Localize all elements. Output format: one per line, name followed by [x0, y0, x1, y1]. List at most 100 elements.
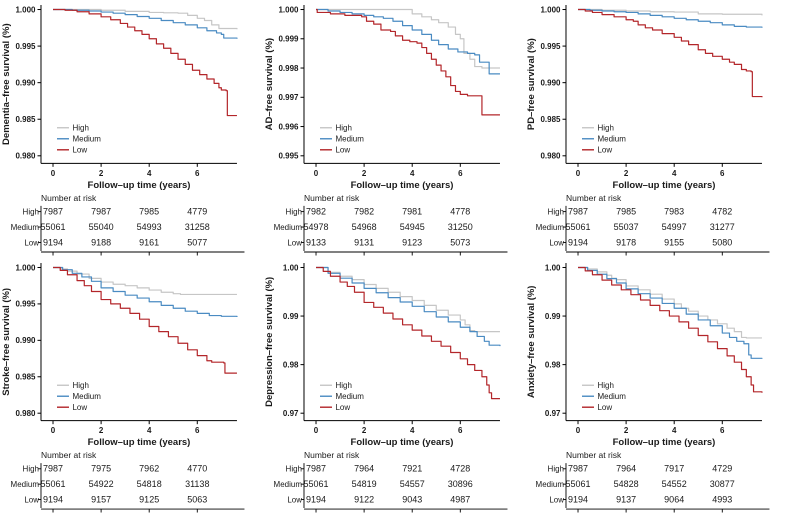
risk-value: 54828 [614, 479, 639, 489]
x-tick-label: 0 [576, 169, 581, 178]
risk-value: 4779 [187, 206, 207, 216]
risk-row-label-high: High [548, 207, 564, 216]
risk-value: 55040 [89, 222, 114, 232]
survival-curve-low [315, 266, 500, 400]
y-tick-label: 1.000 [15, 263, 36, 272]
x-tick-label: 6 [720, 426, 725, 435]
risk-value: 7975 [91, 464, 111, 474]
risk-value: 54997 [662, 222, 687, 232]
risk-row-label-low: Low [550, 495, 565, 504]
risk-value: 54818 [137, 479, 162, 489]
risk-value: 9043 [402, 494, 422, 504]
risk-value: 9157 [91, 494, 111, 504]
risk-value: 7962 [139, 464, 159, 474]
survival-curve-medium [53, 8, 238, 39]
risk-value: 7987 [43, 464, 63, 474]
risk-value: 31138 [185, 479, 209, 489]
risk-value: 9133 [306, 237, 326, 247]
x-axis-title: Follow–up time (years) [613, 437, 716, 448]
survival-curve-low [578, 266, 763, 393]
y-axis-title: Anxiety–free survival (%) [526, 286, 537, 399]
y-tick-label: 0.99 [283, 312, 299, 321]
risk-value: 54945 [399, 222, 424, 232]
x-tick-label: 4 [147, 426, 152, 435]
survival-plot-ad: 1.000 0.999 0.998 0.997 0.996 0.995 0 2 4 6 Follow… [264, 5, 508, 256]
risk-row-label-low: Low [287, 495, 302, 504]
panel-stroke: 1.000 0.995 0.990 0.985 0.980 0 2 4 6 Follow–up t… [0, 258, 263, 515]
x-tick-label: 6 [195, 426, 200, 435]
y-tick-label: 0.990 [15, 78, 36, 87]
y-tick-label: 0.98 [545, 360, 561, 369]
survival-plot-depression: 1.00 0.99 0.98 0.97 0 2 4 6 Follow–up time (year… [264, 262, 508, 513]
y-tick-label: 1.00 [545, 263, 561, 272]
risk-value: 54557 [399, 479, 424, 489]
risk-value: 30877 [710, 479, 735, 489]
risk-table-title: Number at risk [566, 450, 622, 460]
survival-curve-medium [578, 8, 763, 28]
y-tick-label: 0.985 [15, 373, 36, 382]
legend-label-low: Low [72, 403, 87, 412]
legend-label-high: High [335, 381, 351, 390]
risk-value: 55037 [614, 222, 639, 232]
y-tick-label: 0.97 [283, 409, 299, 418]
x-tick-label: 4 [672, 426, 677, 435]
panel-dementia: 1.000 0.995 0.990 0.985 0.980 0 2 4 6 Follow–up t… [0, 0, 263, 258]
risk-value: 31258 [185, 222, 210, 232]
risk-table-title: Number at risk [304, 450, 360, 460]
y-tick-label: 0.980 [541, 152, 562, 161]
legend-label-medium: Medium [72, 135, 101, 144]
legend-label-medium: Medium [72, 392, 101, 401]
x-tick-label: 6 [458, 169, 463, 178]
y-tick-label: 0.980 [15, 152, 36, 161]
x-tick-label: 0 [51, 426, 56, 435]
risk-table-title: Number at risk [41, 193, 97, 203]
y-tick-label: 1.000 [541, 5, 562, 14]
risk-value: 7987 [568, 464, 588, 474]
x-tick-label: 6 [458, 426, 463, 435]
y-tick-label: 0.999 [278, 35, 299, 44]
y-tick-label: 0.98 [283, 360, 299, 369]
x-axis-title: Follow–up time (years) [350, 437, 453, 448]
risk-value: 55061 [41, 479, 66, 489]
risk-value: 9131 [354, 237, 374, 247]
risk-value: 7987 [91, 206, 111, 216]
risk-value: 7917 [665, 464, 685, 474]
y-tick-label: 0.995 [541, 42, 562, 51]
risk-value: 7985 [616, 206, 636, 216]
risk-value: 7982 [306, 206, 326, 216]
risk-row-label-medium: Medium [11, 480, 40, 489]
x-tick-label: 6 [720, 169, 725, 178]
x-tick-label: 4 [410, 169, 415, 178]
x-tick-label: 2 [362, 169, 367, 178]
risk-value: 4782 [713, 206, 733, 216]
survival-curve-medium [578, 266, 763, 359]
x-tick-label: 0 [313, 169, 318, 178]
survival-plot-dementia: 1.000 0.995 0.990 0.985 0.980 0 2 4 6 Follow–up t… [1, 5, 245, 256]
risk-value: 5073 [450, 237, 470, 247]
survival-curve-high [53, 266, 237, 296]
risk-value: 5080 [713, 237, 733, 247]
x-axis-title: Follow–up time (years) [88, 437, 191, 448]
survival-curve-high [578, 8, 763, 16]
risk-value: 7982 [354, 206, 374, 216]
legend-label-low: Low [72, 146, 87, 155]
risk-value: 4993 [713, 494, 733, 504]
x-axis-title: Follow–up time (years) [88, 180, 191, 191]
survival-plot-pd: 1.000 0.995 0.990 0.985 0.980 0 2 4 6 Follow–up t… [526, 5, 770, 256]
risk-value: 7987 [43, 206, 63, 216]
risk-value: 9194 [43, 237, 63, 247]
y-tick-label: 0.990 [15, 336, 36, 345]
legend-label-high: High [598, 124, 614, 133]
y-tick-label: 0.995 [15, 42, 36, 51]
legend-label-low: Low [598, 146, 613, 155]
risk-value: 54922 [89, 479, 114, 489]
risk-value: 54968 [351, 222, 376, 232]
y-axis-title: Dementia–free survival (%) [1, 23, 12, 145]
risk-row-label-low: Low [550, 238, 565, 247]
risk-row-label-high: High [285, 207, 301, 216]
risk-value: 9125 [139, 494, 159, 504]
risk-value: 54993 [137, 222, 162, 232]
y-tick-label: 0.985 [15, 115, 36, 124]
risk-value: 4770 [187, 464, 207, 474]
x-tick-label: 0 [51, 169, 56, 178]
